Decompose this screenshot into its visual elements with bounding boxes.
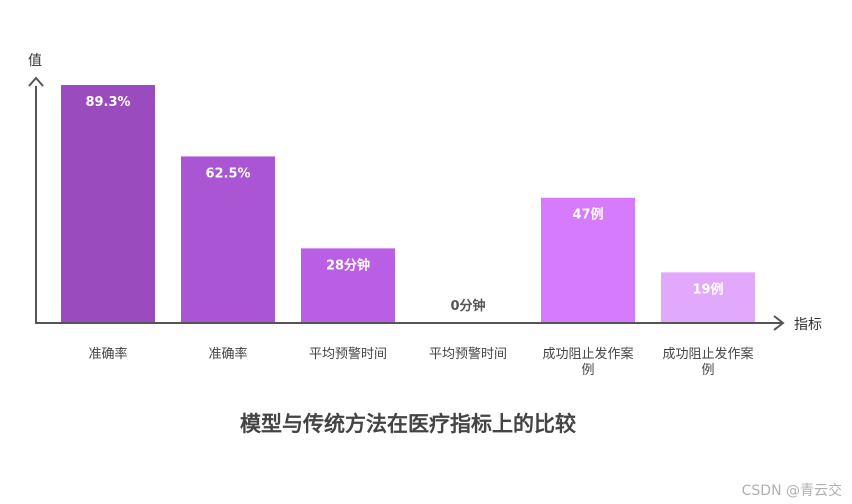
bar-value-label: 89.3% [85,95,130,110]
bar [61,85,155,323]
bar-value-label: 28分钟 [326,257,370,273]
x-tick-label: 准确率 [208,346,247,362]
chart-title: 模型与传统方法在医疗指标上的比较 [0,408,816,438]
x-tick-label: 成功阻止发作案例 [542,346,633,378]
watermark: CSDN @青云交 [742,480,842,500]
bar-value-label: 19例 [692,281,723,297]
x-tick-label: 平均预警时间 [309,346,387,362]
y-axis-arrow [29,78,43,86]
bar-value-label: 62.5% [205,166,250,181]
x-tick-label: 准确率 [88,346,127,362]
bar [661,272,755,323]
x-tick-label: 成功阻止发作案例 [662,346,753,378]
x-tick-label: 平均预警时间 [429,346,507,362]
bars-layer [61,85,755,323]
x-axis-label: 指标 [794,317,822,333]
bar-value-label: 0分钟 [450,298,485,314]
bar-value-label: 47例 [572,207,603,223]
y-axis-label: 值 [28,53,42,69]
